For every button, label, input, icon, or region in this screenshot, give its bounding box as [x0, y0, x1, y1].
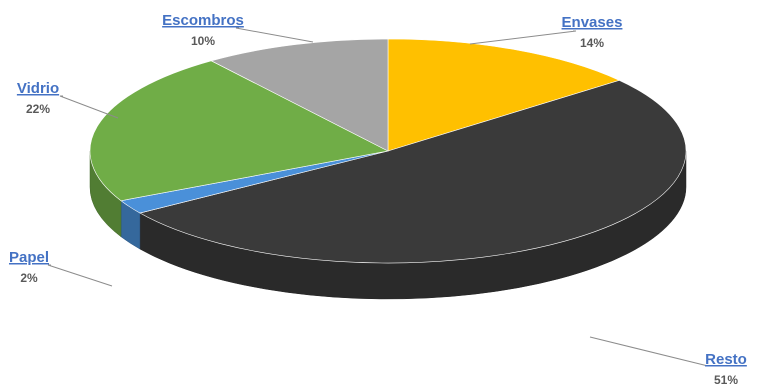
leader-line-resto — [589, 336, 709, 367]
slice-value-envases: 14% — [580, 36, 604, 50]
leader-line-papel — [47, 264, 113, 287]
slice-label-papel: Papel — [9, 249, 49, 266]
pie-slice-vidrio — [89, 60, 389, 202]
slice-label-vidrio: Vidrio — [17, 80, 59, 97]
slice-label-escombros: Escombros — [162, 12, 244, 29]
leader-line-vidrio — [59, 95, 119, 119]
pie-slice-escombros — [210, 38, 389, 152]
slice-value-resto: 51% — [714, 373, 738, 387]
leader-line-escombros — [235, 27, 314, 43]
data-labels: Envases 14% Resto 51% Papel 2% Vidrio 22% Escomb… — [9, 12, 747, 387]
slice-label-resto: Resto — [705, 351, 747, 368]
slice-value-escombros: 10% — [191, 34, 215, 48]
slice-label-envases: Envases — [562, 14, 623, 31]
leader-lines — [47, 27, 709, 367]
pie-slice-resto — [139, 80, 687, 264]
slice-value-vidrio: 22% — [26, 102, 50, 116]
slice-value-papel: 2% — [20, 271, 38, 285]
pie-slice-envases — [387, 38, 621, 152]
leader-line-envases — [469, 30, 577, 45]
pie-top-faces — [89, 38, 687, 264]
